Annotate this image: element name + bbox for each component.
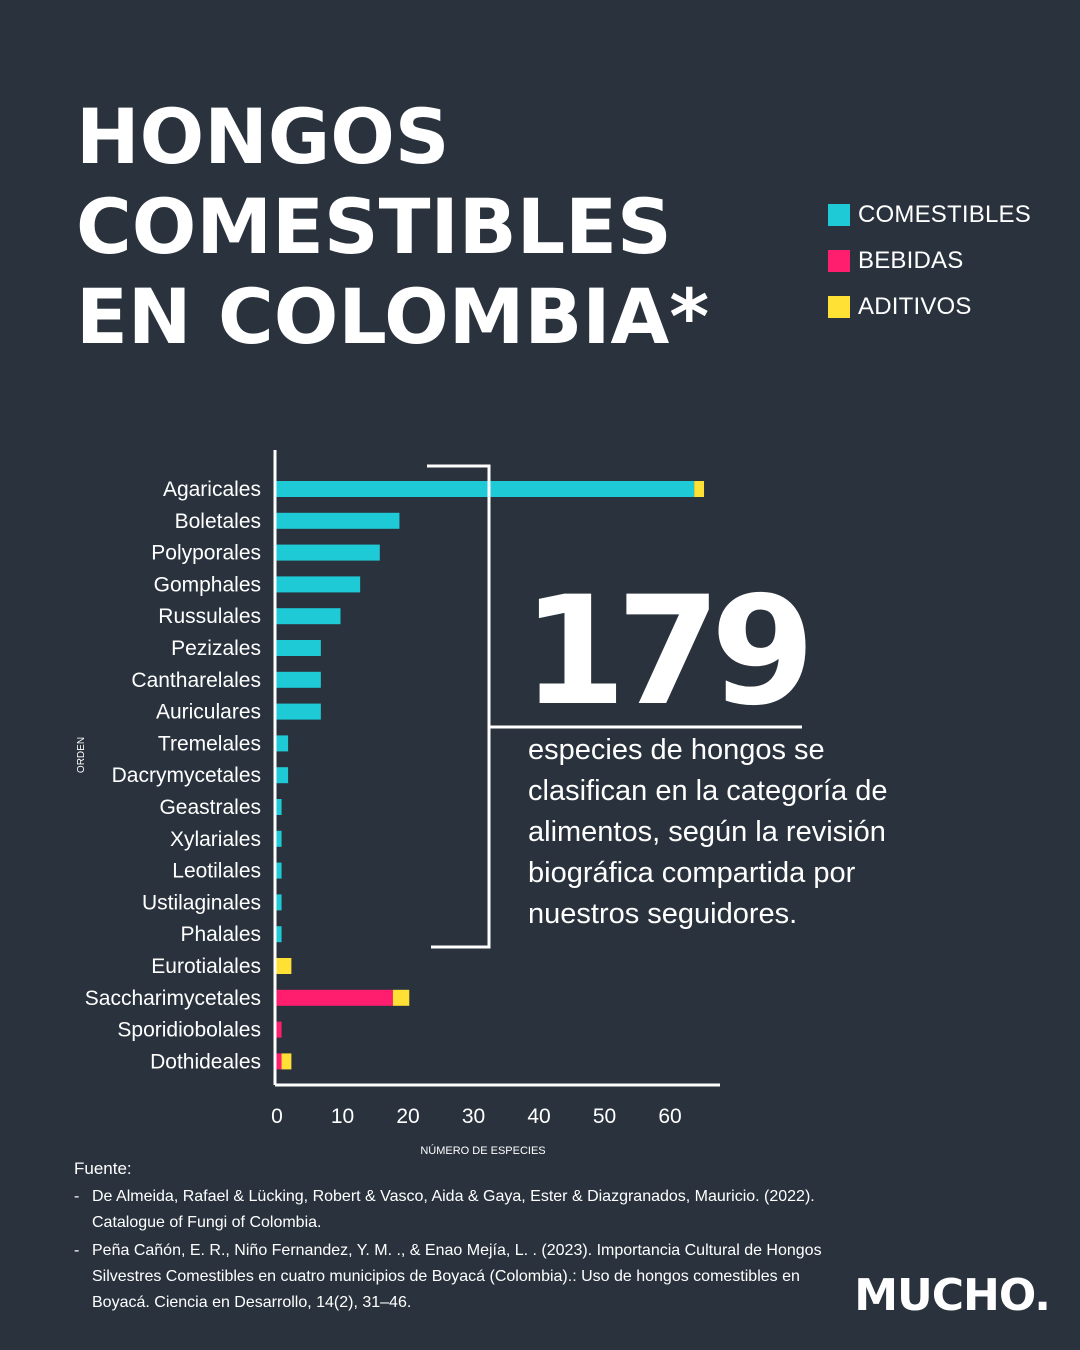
legend-label-bebidas: BEBIDAS <box>858 247 964 274</box>
legend-item-aditivos: ADITIVOS <box>828 284 1031 330</box>
category-label-xylariales: Xylariales <box>170 828 261 851</box>
sources-section: Fuente: De Almeida, Rafael & Lücking, Ro… <box>74 1156 852 1316</box>
species-count: 179 <box>522 565 815 739</box>
bar-comestibles-boletales <box>275 512 400 529</box>
title-line-3: EN COLOMBIA* <box>76 272 710 361</box>
category-label-dacrymycetales: Dacrymycetales <box>112 764 261 787</box>
bar-comestibles-pezizales <box>275 640 321 656</box>
category-label-phalales: Phalales <box>180 923 261 946</box>
category-label-dothideales: Dothideales <box>150 1050 261 1073</box>
x-tick-label: 60 <box>658 1105 681 1128</box>
chart-legend: COMESTIBLES BEBIDAS ADITIVOS <box>828 192 1031 330</box>
x-tick-label: 40 <box>527 1105 550 1128</box>
title-line-1: HONGOS <box>76 92 450 181</box>
y-axis-label: ORDEN <box>76 737 87 773</box>
legend-label-comestibles: COMESTIBLES <box>858 201 1031 228</box>
bar-comestibles-gomphales <box>275 576 361 593</box>
brand-logo: MUCHO. <box>854 1270 1051 1321</box>
category-label-agaricales: Agaricales <box>163 478 261 501</box>
bracket-shape <box>427 464 491 949</box>
bar-comestibles-agaricales <box>275 481 695 497</box>
legend-swatch-comestibles <box>828 204 850 226</box>
bar-comestibles-russulales <box>275 608 341 625</box>
bar-comestibles-geastrales <box>275 799 282 815</box>
category-label-tremelales: Tremelales <box>158 732 261 755</box>
category-labels: Agaricales Boletales Polyporales Gomphales R… <box>85 478 261 1073</box>
bar-comestibles-cantharelales <box>275 671 321 688</box>
legend-item-bebidas: BEBIDAS <box>828 238 1031 284</box>
category-label-gomphales: Gomphales <box>154 573 261 596</box>
category-label-polyporales: Polyporales <box>151 542 261 565</box>
x-tick-label: 20 <box>396 1105 419 1128</box>
bar-aditivos-saccharimycetales <box>392 989 410 1006</box>
x-tick-label: 10 <box>331 1105 354 1128</box>
bar-comestibles-polyporales <box>275 544 380 561</box>
page-title: HONGOS COMESTIBLES EN COLOMBIA* <box>76 92 709 362</box>
bar-comestibles-phalales <box>275 926 282 943</box>
legend-swatch-bebidas <box>828 250 850 272</box>
bar-comestibles-tremelales <box>275 735 289 752</box>
title-line-2: COMESTIBLES <box>76 182 672 271</box>
bar-aditivos-dothideales <box>281 1053 292 1070</box>
chart-bars <box>275 481 705 1070</box>
bar-bebidas-saccharimycetales <box>275 989 393 1006</box>
bar-comestibles-auriculares <box>275 703 321 720</box>
category-label-geastrales: Geastrales <box>159 796 261 819</box>
category-label-pezizales: Pezizales <box>171 637 261 660</box>
bar-chart: Agaricales Boletales Polyporales Gomphales R… <box>76 450 802 1157</box>
legend-item-comestibles: COMESTIBLES <box>828 192 1031 238</box>
x-tick-label: 50 <box>593 1105 616 1128</box>
bar-aditivos-agaricales <box>694 481 705 497</box>
bar-bebidas-sporidiobolales <box>275 1021 282 1038</box>
category-label-boletales: Boletales <box>175 510 261 533</box>
bar-bebidas-dothideales <box>275 1053 282 1070</box>
bar-comestibles-ustilaginales <box>275 894 282 911</box>
source-item: De Almeida, Rafael & Lücking, Robert & V… <box>74 1184 852 1236</box>
x-tick-labels: 0 10 20 30 40 50 60 <box>271 1105 682 1128</box>
source-item: Peña Cañón, E. R., Niño Fernandez, Y. M.… <box>74 1238 852 1316</box>
bar-comestibles-xylariales <box>275 830 282 847</box>
category-label-ustilaginales: Ustilaginales <box>142 891 261 914</box>
legend-label-aditivos: ADITIVOS <box>858 293 972 320</box>
bar-comestibles-leotilales <box>275 862 282 879</box>
category-label-leotilales: Leotilales <box>172 860 261 883</box>
x-tick-label: 30 <box>462 1105 485 1128</box>
category-label-russulales: Russulales <box>158 605 261 628</box>
x-tick-label: 0 <box>271 1105 283 1128</box>
category-label-eurotialales: Eurotialales <box>151 955 261 978</box>
x-axis-label: NÚMERO DE ESPECIES <box>420 1144 545 1157</box>
bar-comestibles-dacrymycetales <box>275 767 289 784</box>
sources-heading: Fuente: <box>74 1159 132 1178</box>
category-label-saccharimycetales: Saccharimycetales <box>85 987 261 1010</box>
category-label-cantharelales: Cantharelales <box>131 669 261 692</box>
species-description: especies de hongos se clasifican en la c… <box>528 734 888 930</box>
category-label-auriculares: Auriculares <box>156 701 261 724</box>
category-label-sporidiobolales: Sporidiobolales <box>117 1019 261 1042</box>
bar-aditivos-eurotialales <box>275 958 292 974</box>
legend-swatch-aditivos <box>828 296 850 318</box>
